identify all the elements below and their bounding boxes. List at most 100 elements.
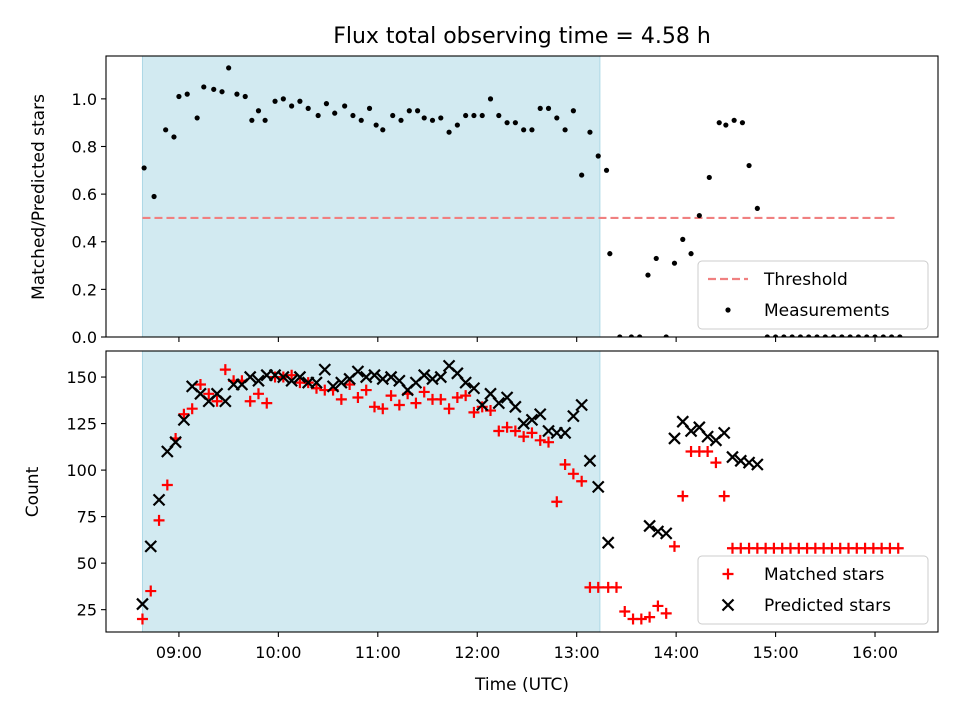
measurement-point <box>234 91 240 97</box>
predicted-star-point <box>277 370 290 384</box>
measurement-point <box>471 112 477 119</box>
predicted-star-point <box>335 376 348 389</box>
matched-star-point <box>203 388 215 400</box>
series-matched-stars <box>136 364 904 625</box>
measurement-point <box>587 129 593 135</box>
plot-layer: 0.0 0.2 0.4 0.6 0.8 1.0 Threshold Measurements 2… <box>66 55 939 662</box>
data-marks <box>141 65 903 337</box>
predicted-star-point <box>293 370 307 384</box>
predicted-star-point <box>368 368 381 382</box>
measurement-point <box>390 112 396 119</box>
matched-star-point <box>592 581 604 593</box>
matched-star-point <box>718 490 730 502</box>
measurement-point <box>579 172 585 178</box>
matched-star-point <box>576 475 588 487</box>
measurement-point <box>595 153 601 159</box>
axes-frame <box>105 350 939 633</box>
matched-star-point <box>534 434 546 446</box>
matched-star-point <box>451 392 463 404</box>
matched-star-point <box>194 378 206 390</box>
measurement-point <box>289 103 295 109</box>
measurement-point <box>723 122 729 128</box>
measurement-point <box>421 115 427 121</box>
measurement-point <box>706 174 712 181</box>
measurement-point <box>562 127 568 133</box>
matched-star-point <box>559 459 571 471</box>
x-tick-label: 12:00 <box>454 643 500 662</box>
axes-frame <box>105 55 939 338</box>
matched-star-point <box>702 445 714 457</box>
y-tick-label: 1.0 <box>72 90 97 109</box>
measurement-point <box>171 134 177 140</box>
measurement-point <box>305 105 311 111</box>
matched-star-point <box>567 468 579 480</box>
measurement-point <box>249 117 255 123</box>
measurement-point <box>696 212 702 219</box>
matched-star-point <box>435 393 447 405</box>
matched-star-point <box>476 401 488 413</box>
measurement-point <box>366 105 373 111</box>
legend-entry: Matched stars <box>722 565 884 585</box>
measurement-point <box>529 127 535 133</box>
measurement-point <box>764 334 770 337</box>
measurement-point <box>151 193 157 200</box>
measurement-point <box>847 334 853 337</box>
legend: Matched stars Predicted stars <box>697 555 929 625</box>
measurement-point <box>554 115 560 121</box>
x-tick-label: 13:00 <box>554 643 600 662</box>
predicted-star-point <box>467 381 481 395</box>
matched-star-point <box>526 427 538 439</box>
measurement-point <box>617 334 623 337</box>
measurement-point <box>446 129 452 135</box>
observing-window-shade <box>141 350 601 633</box>
measurement-point <box>521 127 527 133</box>
matched-star-point <box>335 393 347 405</box>
matched-star-point <box>501 421 513 433</box>
series-predicted-stars <box>136 359 764 611</box>
measurement-point <box>226 65 232 71</box>
measurement-point <box>789 334 795 337</box>
matched-star-point <box>153 514 165 526</box>
matched-star-point <box>468 406 480 418</box>
predicted-star-point <box>525 413 539 427</box>
predicted-star-point <box>509 400 522 414</box>
measurement-point <box>671 260 678 266</box>
measurement-point <box>537 105 543 111</box>
legend-box <box>697 260 929 330</box>
data-marks <box>136 359 904 625</box>
y-tick-label: 0.6 <box>72 185 97 204</box>
measurement-point <box>680 236 686 242</box>
y-tick-label: 125 <box>66 415 97 434</box>
measurement-point <box>628 334 634 337</box>
measurement-point <box>350 112 356 119</box>
measurement-point <box>211 86 217 92</box>
matched-star-point <box>668 540 680 552</box>
predicted-star-point <box>252 374 265 388</box>
matched-star-point <box>635 613 647 625</box>
legend-marker-swatch <box>725 307 731 313</box>
predicted-star-point <box>475 398 489 412</box>
matched-star-point <box>443 403 455 415</box>
legend-label: Measurements <box>764 301 890 321</box>
measurement-point <box>806 334 812 337</box>
measurement-point <box>607 251 613 257</box>
measurement-point <box>163 127 169 133</box>
matched-star-point <box>368 401 380 413</box>
matched-star-point <box>385 390 397 402</box>
matched-star-point <box>710 457 722 469</box>
count-panel: 25 50 75 100 125 150 09:00 10:00 11:00 12:00 13:00… <box>66 350 939 662</box>
predicted-star-point <box>583 454 597 468</box>
measurement-point <box>880 334 886 337</box>
measurement-point <box>380 127 386 133</box>
matched-star-point <box>136 613 148 625</box>
measurement-point <box>262 117 268 123</box>
measurement-point <box>797 334 804 337</box>
matched-star-point <box>493 425 505 437</box>
measurement-point <box>814 334 820 337</box>
matched-star-point <box>677 490 689 502</box>
matched-star-point <box>551 496 563 508</box>
measurement-point <box>479 112 485 119</box>
matched-star-point <box>252 388 264 400</box>
y-tick-label: 0.2 <box>72 280 97 299</box>
